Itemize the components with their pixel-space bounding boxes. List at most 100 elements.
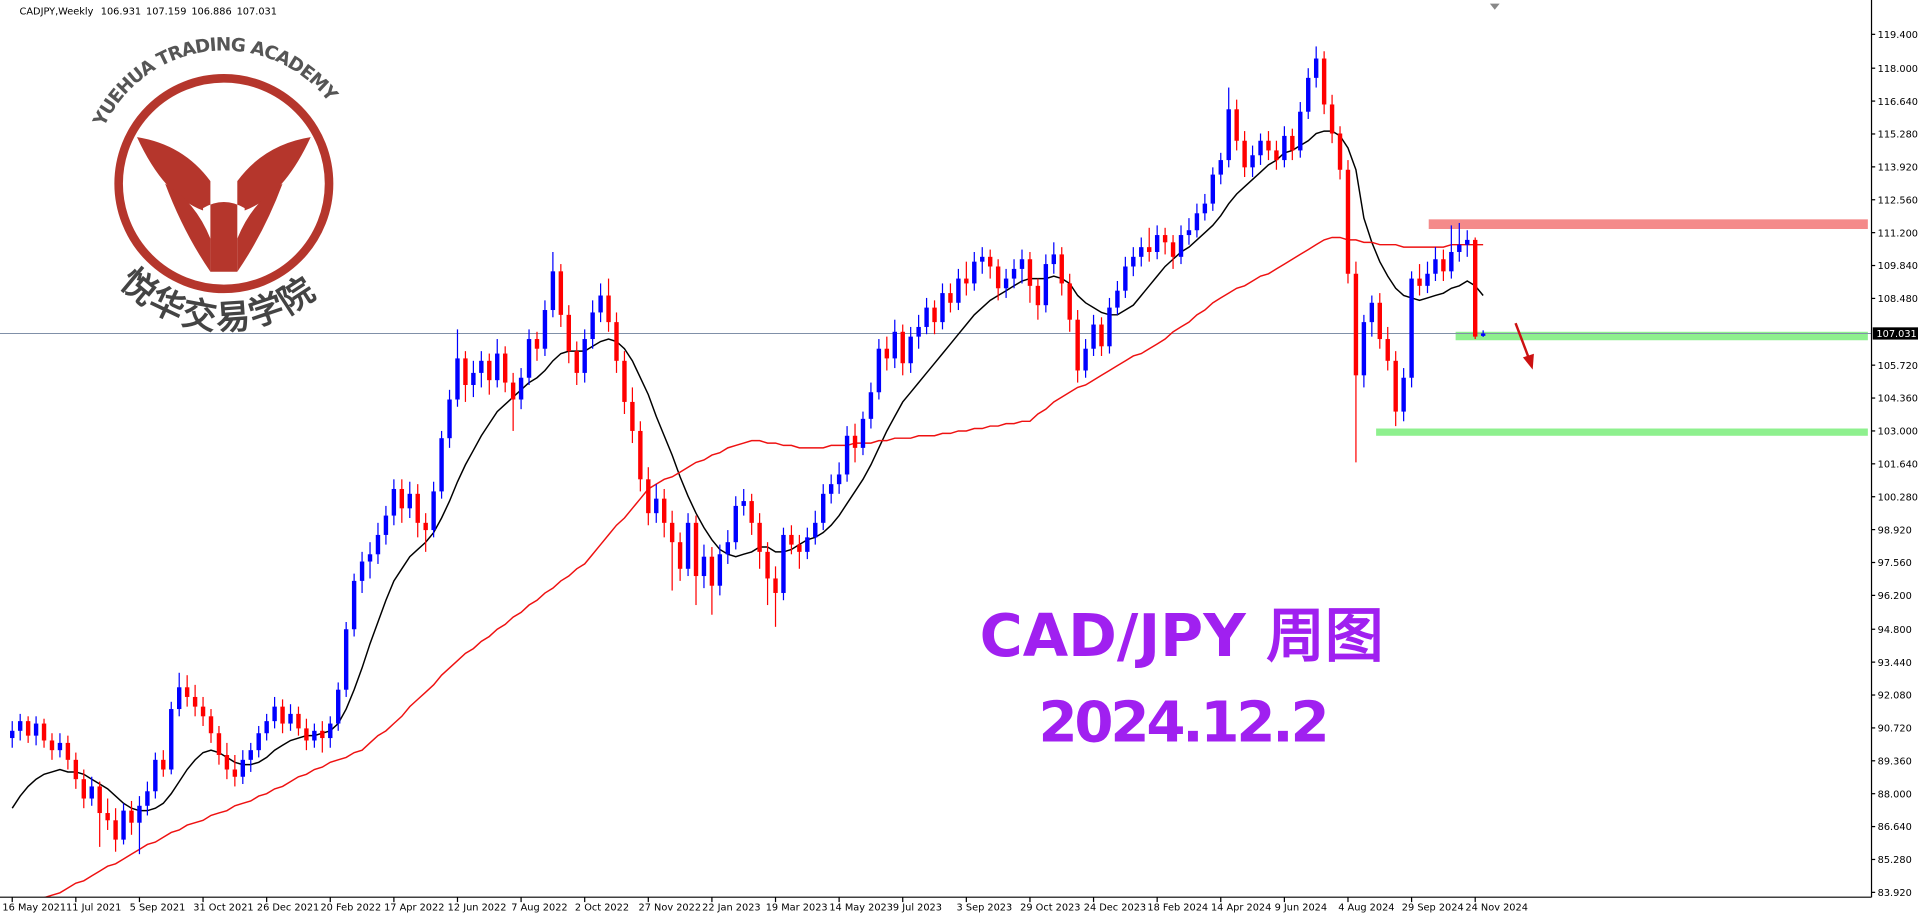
candle-body: [924, 307, 929, 327]
candle-body: [1290, 135, 1295, 151]
candle-body: [1067, 283, 1072, 320]
candle-body: [1441, 259, 1446, 272]
candle-body: [709, 556, 715, 586]
scroll-marker: [1489, 3, 1500, 10]
arrow-head: [1522, 353, 1534, 370]
candle-body: [1337, 133, 1343, 170]
candle-body: [129, 810, 134, 823]
header-open: 106.931: [101, 7, 141, 18]
candle-body: [161, 759, 166, 770]
header: CADJPY,Weekly 106.931 107.159 106.886 107.03…: [20, 7, 277, 18]
candle-body: [65, 742, 71, 760]
y-tick-label: 86.640: [1878, 822, 1912, 833]
candle-body: [431, 491, 436, 531]
candle-body: [272, 706, 277, 722]
candle-body: [987, 256, 993, 267]
candle-body: [137, 805, 142, 823]
x-tick-label: 5 Sep 2021: [130, 903, 186, 914]
candle-body: [1170, 242, 1176, 257]
candle-body: [669, 522, 675, 543]
y-tick-label: 96.200: [1878, 591, 1912, 602]
candle-body: [566, 314, 571, 352]
last-price-label: 107.031: [1876, 329, 1916, 340]
candle-body: [81, 779, 86, 799]
x-tick-label: 12 Jun 2022: [448, 903, 507, 914]
candle-body: [495, 353, 500, 381]
x-tick-label: 24 Nov 2024: [1465, 903, 1528, 914]
candle-body: [447, 399, 452, 439]
candle-body: [49, 740, 55, 751]
x-tick-label: 7 Aug 2022: [511, 903, 567, 914]
candle-body: [1123, 266, 1128, 291]
candle-body: [487, 360, 492, 381]
candle-body: [367, 554, 373, 562]
candle-body: [598, 295, 603, 313]
candle-body: [312, 730, 317, 741]
candle-body: [693, 522, 699, 577]
candle-body: [375, 534, 381, 555]
y-tick-label: 90.720: [1878, 724, 1912, 735]
candle-body: [471, 372, 476, 385]
candle-body: [1385, 339, 1390, 361]
candle-body: [105, 813, 110, 821]
candle-body: [232, 769, 238, 777]
candle-body: [192, 696, 198, 707]
candle-body: [1202, 203, 1208, 214]
candle-body: [1186, 230, 1192, 236]
y-tick-label: 92.080: [1878, 691, 1912, 702]
candle-body: [844, 435, 850, 475]
x-tick-label: 9 Jul 2023: [893, 903, 942, 914]
candle-body: [169, 709, 174, 770]
candle-body: [10, 730, 15, 739]
x-tick-label: 22 Jan 2023: [702, 903, 761, 914]
candle-body: [1035, 285, 1041, 306]
candle-body: [121, 810, 126, 840]
candle-body: [1115, 290, 1120, 308]
plot-area: [0, 46, 1872, 898]
header-close: 107.031: [237, 7, 277, 18]
candle-body: [439, 438, 444, 492]
y-tick-label: 105.720: [1878, 361, 1918, 372]
candle-body: [288, 713, 293, 724]
candle-body: [1131, 256, 1136, 267]
candle-body: [1099, 324, 1104, 347]
candle-body: [320, 730, 325, 739]
candle-body: [662, 498, 667, 523]
candle-body: [33, 723, 39, 736]
candle-body: [248, 750, 253, 760]
x-tick-label: 2 Oct 2022: [575, 903, 629, 914]
y-tick-label: 101.640: [1878, 460, 1918, 471]
candle-body: [1178, 235, 1184, 257]
candle-body: [256, 733, 261, 751]
candle-body: [797, 544, 802, 552]
x-tick-label: 24 Dec 2023: [1084, 903, 1146, 914]
y-tick-label: 97.560: [1878, 558, 1912, 569]
candle-body: [407, 493, 412, 509]
candle-body: [1465, 239, 1470, 245]
annotation-date: 2024.12.2: [1039, 691, 1330, 756]
candle-body: [789, 534, 794, 545]
candle-body: [1083, 348, 1088, 371]
candle-body: [534, 339, 540, 349]
x-tick-label: 4 Aug 2024: [1338, 903, 1394, 914]
x-tick-label: 3 Sep 2023: [957, 903, 1013, 914]
candle-body: [1361, 322, 1367, 376]
candle-body: [280, 706, 285, 724]
x-tick-label: 27 Nov 2022: [639, 903, 702, 914]
candle-body: [908, 336, 913, 364]
y-tick-label: 116.640: [1878, 97, 1918, 108]
candle-body: [773, 578, 778, 593]
candle-body: [1075, 319, 1080, 371]
candle-body: [1154, 235, 1160, 252]
candle-body: [1321, 58, 1327, 105]
candle-body: [415, 493, 420, 523]
x-tick-label: 9 Jun 2024: [1275, 903, 1328, 914]
y-tick-label: 103.000: [1878, 427, 1918, 438]
x-tick-label: 31 Oct 2021: [193, 903, 253, 914]
candle-body: [1162, 235, 1168, 243]
candle-body: [717, 554, 723, 586]
y-tick-label: 108.480: [1878, 294, 1918, 305]
candle-body: [646, 479, 651, 514]
candle-body: [980, 256, 985, 262]
